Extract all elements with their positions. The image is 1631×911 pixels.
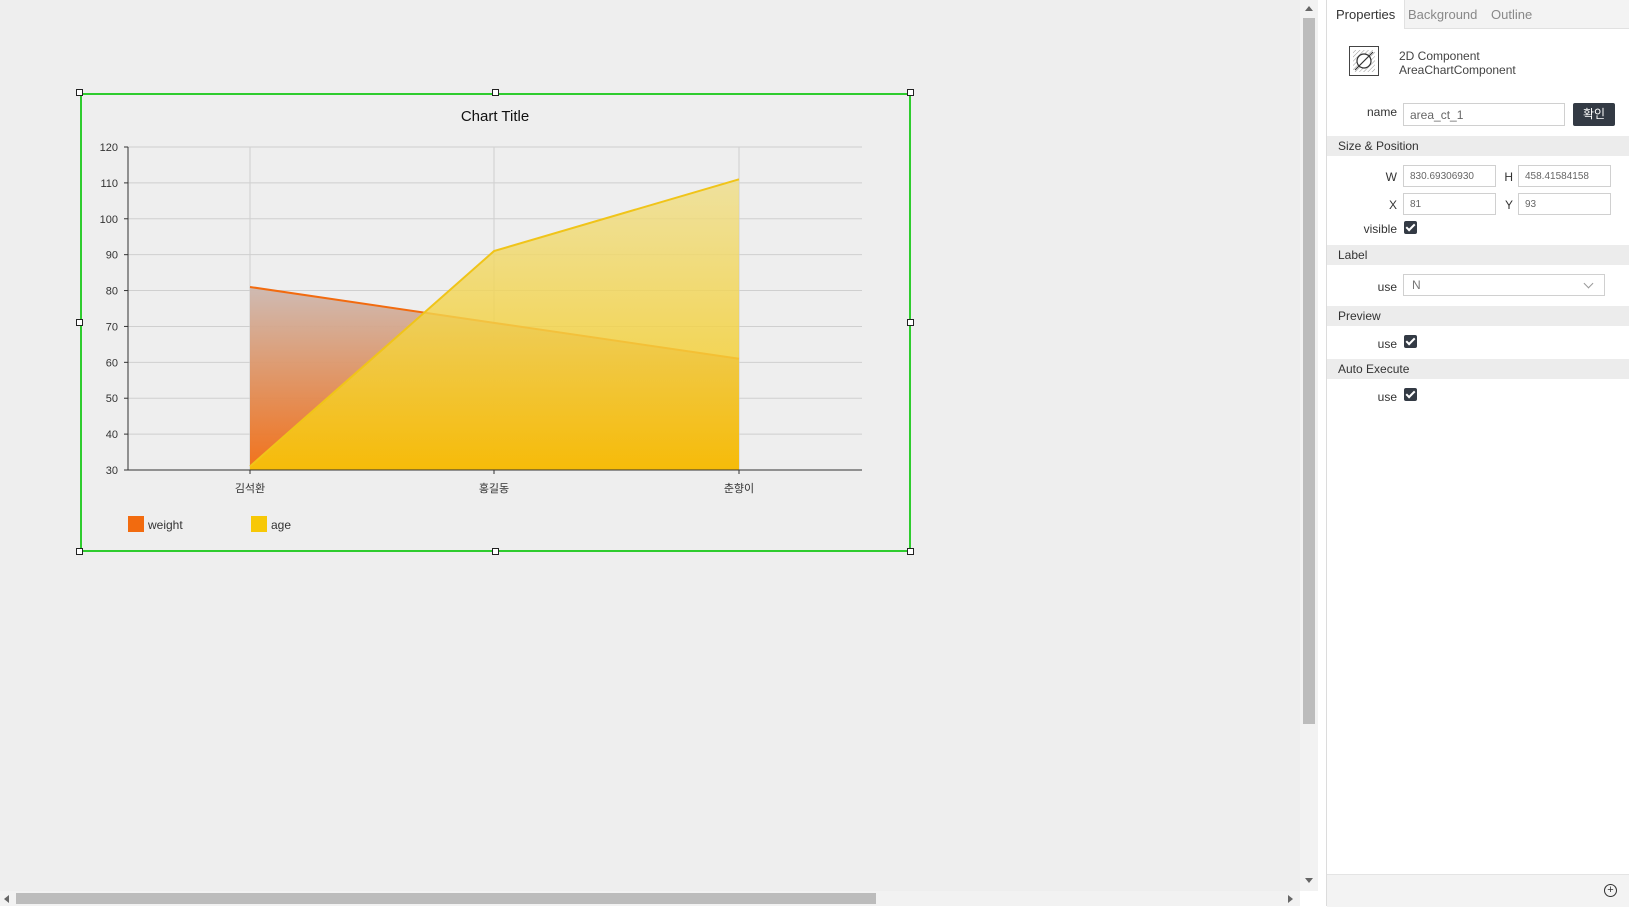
visible-checkbox[interactable] xyxy=(1404,221,1417,234)
legend-label-weight: weight xyxy=(147,518,183,532)
panel-footer: + xyxy=(1327,874,1629,907)
label-use-value: N xyxy=(1412,278,1421,292)
y-label: Y xyxy=(1504,198,1513,212)
legend-swatch-weight xyxy=(128,516,144,532)
name-label: name xyxy=(1366,105,1397,119)
section-label: Label xyxy=(1327,245,1629,265)
confirm-button[interactable]: 확인 xyxy=(1573,103,1615,126)
resize-handle-bottom-left[interactable] xyxy=(76,548,83,555)
tab-properties[interactable]: Properties xyxy=(1327,0,1406,29)
resize-handle-top[interactable] xyxy=(491,89,499,96)
y-tick-label: 50 xyxy=(106,393,118,405)
tab-outline[interactable]: Outline xyxy=(1491,7,1533,22)
y-tick-label: 120 xyxy=(100,142,118,154)
horizontal-scroll-thumb[interactable] xyxy=(16,893,876,904)
legend-swatch-age xyxy=(251,516,267,532)
vertical-scrollbar[interactable] xyxy=(1300,0,1318,891)
y-tick-label: 100 xyxy=(100,214,118,226)
resize-handle-right[interactable] xyxy=(907,318,914,326)
tab-background[interactable]: Background xyxy=(1408,7,1478,22)
area-chart: Chart Title 30 40 50 60 70 80 90 100 110 120 김석환 홍길동… xyxy=(100,108,862,532)
properties-panel: Properties Background Outline 2D Compone… xyxy=(1326,0,1629,907)
age-area xyxy=(250,179,739,471)
horizontal-scrollbar[interactable] xyxy=(0,891,1300,906)
label-use-select[interactable]: N xyxy=(1403,274,1605,296)
y-input[interactable] xyxy=(1518,193,1611,215)
x-input[interactable] xyxy=(1403,193,1496,215)
y-tick-label: 70 xyxy=(106,321,118,333)
y-tick-label: 60 xyxy=(106,357,118,369)
y-tick-label: 30 xyxy=(106,465,118,477)
preview-use-label: use xyxy=(1377,337,1397,351)
x-tick-label: 김석환 xyxy=(235,482,265,495)
design-canvas[interactable]: Chart Title 30 40 50 60 70 80 90 100 110 120 김석환 홍길동… xyxy=(0,0,1300,906)
resize-handle-top-left[interactable] xyxy=(76,89,83,96)
scroll-right-icon[interactable] xyxy=(1288,895,1293,903)
chevron-down-icon xyxy=(1583,278,1594,289)
component-class: AreaChartComponent xyxy=(1399,63,1516,77)
name-input[interactable] xyxy=(1403,103,1565,126)
width-input[interactable] xyxy=(1403,165,1496,187)
y-tick-label: 40 xyxy=(106,429,118,441)
section-size-position: Size & Position xyxy=(1327,136,1629,156)
resize-handle-bottom-right[interactable] xyxy=(907,548,914,555)
visible-label: visible xyxy=(1363,222,1397,236)
section-auto-execute: Auto Execute xyxy=(1327,359,1629,379)
scroll-down-icon[interactable] xyxy=(1305,878,1313,883)
preview-use-checkbox[interactable] xyxy=(1404,335,1417,348)
w-label: W xyxy=(1385,170,1397,184)
resize-handle-left[interactable] xyxy=(76,318,83,326)
area-chart-component[interactable]: Chart Title 30 40 50 60 70 80 90 100 110 120 김석환 홍길동… xyxy=(80,93,911,552)
component-icon xyxy=(1349,46,1379,76)
y-tick-label: 80 xyxy=(106,286,118,298)
auto-execute-use-checkbox[interactable] xyxy=(1404,388,1417,401)
resize-handle-bottom[interactable] xyxy=(491,548,499,555)
x-tick-label: 춘향이 xyxy=(724,482,754,495)
h-label: H xyxy=(1504,170,1513,184)
auto-execute-use-label: use xyxy=(1377,390,1397,404)
x-label: X xyxy=(1388,198,1397,212)
height-input[interactable] xyxy=(1518,165,1611,187)
legend-label-age: age xyxy=(271,518,291,532)
age-line xyxy=(249,178,740,468)
resize-handle-top-right[interactable] xyxy=(907,89,914,96)
panel-tabs: Properties Background Outline xyxy=(1327,0,1629,29)
x-tick-label: 홍길동 xyxy=(479,481,509,495)
y-tick-label: 90 xyxy=(106,250,118,262)
label-use-label: use xyxy=(1377,280,1397,294)
chart-title: Chart Title xyxy=(461,108,529,125)
component-type: 2D Component xyxy=(1399,49,1480,63)
scroll-left-icon[interactable] xyxy=(4,895,9,903)
scroll-up-icon[interactable] xyxy=(1305,6,1313,11)
add-icon[interactable]: + xyxy=(1604,884,1617,897)
section-preview: Preview xyxy=(1327,306,1629,326)
y-tick-label: 110 xyxy=(100,178,118,190)
vertical-scroll-thumb[interactable] xyxy=(1303,18,1315,724)
